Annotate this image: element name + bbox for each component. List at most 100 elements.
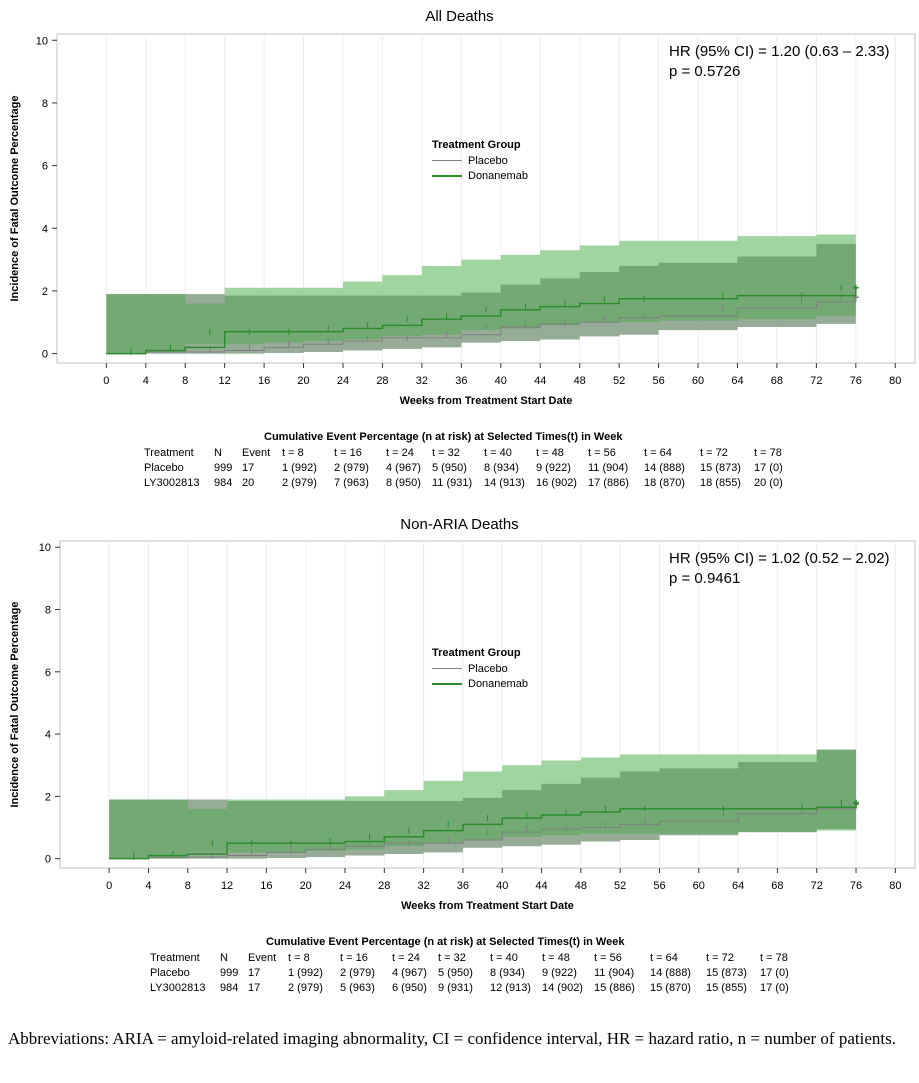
- hr-annotation: HR (95% CI) = 1.02 (0.52 – 2.02) p = 0.9…: [669, 549, 890, 589]
- x-tick-label: 28: [376, 375, 388, 387]
- legend-item-donanemab: Donanemab: [432, 676, 528, 691]
- y-tick-label: 6: [45, 667, 51, 679]
- risk-table-cell: t = 56: [588, 447, 616, 459]
- risk-table-cell: 11 (931): [432, 477, 473, 489]
- risk-table-cell: t = 64: [644, 447, 672, 459]
- risk-table-cell: Treatment: [150, 952, 200, 964]
- x-tick-label: 28: [378, 880, 390, 892]
- x-tick-label: 8: [185, 880, 191, 892]
- risk-table-cell: 17 (0): [754, 462, 783, 474]
- x-tick-label: 72: [810, 375, 822, 387]
- x-tick-label: 40: [496, 880, 508, 892]
- x-tick-label: 32: [416, 375, 428, 387]
- risk-table-row: LY3002813 984 17 2 (979) 5 (963) 6 (950) 9 (93…: [150, 981, 800, 996]
- risk-table-cell: 12 (913): [490, 982, 531, 994]
- risk-table-cell: t = 40: [484, 447, 512, 459]
- risk-table-cell: 17: [242, 462, 255, 474]
- risk-table-header-row: Treatment N Event t = 8 t = 16 t = 24 t = 32 t …: [144, 446, 794, 461]
- donanemab-km-line: [109, 802, 857, 860]
- x-tick-label: 80: [889, 880, 901, 892]
- y-tick-label: 4: [42, 223, 48, 235]
- legend-item-donanemab: Donanemab: [432, 168, 528, 183]
- x-tick-label: 44: [535, 880, 547, 892]
- y-axis-label: Incidence of Fatal Outcome Percentage: [9, 601, 21, 807]
- plot-frame: [59, 540, 916, 869]
- risk-table-cell: t = 16: [340, 952, 368, 964]
- x-tick-label: 0: [106, 880, 112, 892]
- risk-table-cell: 18 (855): [700, 477, 741, 489]
- risk-table-cell: 11 (904): [588, 462, 629, 474]
- x-tick-label: 60: [692, 375, 704, 387]
- risk-table-cell: t = 48: [542, 952, 570, 964]
- risk-table-cell: N: [220, 952, 228, 964]
- risk-table-caption: Cumulative Event Percentage (n at risk) …: [266, 936, 625, 948]
- risk-table-cell: t = 72: [706, 952, 734, 964]
- legend-label: Placebo: [468, 154, 508, 167]
- ci-overlap-band: [106, 239, 856, 354]
- risk-table-cell: 4 (967): [386, 462, 421, 474]
- risk-table-cell: 15 (870): [650, 982, 691, 994]
- risk-table-cell: 18 (870): [644, 477, 685, 489]
- p-value-text: p = 0.9461: [669, 570, 741, 587]
- y-tick-label: 10: [36, 35, 48, 47]
- risk-table-cell: Event: [242, 447, 271, 459]
- risk-table-cell: 8 (934): [484, 462, 519, 474]
- risk-table-cell: 17: [248, 967, 261, 979]
- y-tick-label: 8: [42, 98, 48, 110]
- y-tick-label: 10: [39, 542, 51, 554]
- x-tick-label: 40: [495, 375, 507, 387]
- risk-table-cell: t = 72: [700, 447, 728, 459]
- risk-table-cell: t = 40: [490, 952, 518, 964]
- x-axis-label: Weeks from Treatment Start Date: [401, 900, 574, 912]
- legend-title: Treatment Group: [432, 139, 521, 151]
- risk-table-grid: Treatment N Event t = 8 t = 16 t = 24 t = 32 t …: [150, 951, 800, 996]
- placebo-km-line: [106, 297, 857, 355]
- risk-table-cell: 2 (979): [282, 477, 317, 489]
- risk-table-cell: 2 (979): [334, 462, 369, 474]
- risk-table-cell: 15 (855): [706, 982, 747, 994]
- risk-table-cell: 1 (992): [282, 462, 317, 474]
- x-tick-label: 8: [182, 375, 188, 387]
- x-tick-label: 12: [219, 375, 231, 387]
- risk-table-cell: t = 32: [438, 952, 466, 964]
- y-tick-label: 4: [45, 729, 51, 741]
- risk-table-cell: t = 48: [536, 447, 564, 459]
- x-tick-label: 24: [337, 375, 349, 387]
- risk-table-cell: t = 78: [760, 952, 788, 964]
- risk-table-cell: 14 (902): [542, 982, 583, 994]
- risk-table-row: LY3002813 984 20 2 (979) 7 (963) 8 (950) 11 (9…: [144, 476, 794, 491]
- end-marker: [853, 799, 860, 806]
- x-tick-label: 48: [574, 375, 586, 387]
- risk-table-cell: 9 (922): [536, 462, 571, 474]
- risk-table-cell: Treatment: [144, 447, 194, 459]
- hr-text: HR (95% CI) = 1.02 (0.52 – 2.02): [669, 550, 890, 567]
- x-tick-label: 56: [653, 880, 665, 892]
- placebo-km-line: [109, 804, 857, 860]
- chart-title: Non-ARIA Deaths: [400, 516, 519, 533]
- risk-table-cell: 9 (922): [542, 967, 577, 979]
- donanemab-ci-band: [109, 744, 857, 859]
- risk-table-cell: 11 (904): [594, 967, 635, 979]
- x-tick-label: 12: [221, 880, 233, 892]
- risk-table-cell: t = 8: [288, 952, 310, 964]
- x-tick-label: 4: [145, 880, 151, 892]
- x-tick-label: 52: [614, 880, 626, 892]
- x-tick-label: 52: [613, 375, 625, 387]
- x-tick-label: 0: [103, 375, 109, 387]
- chart-title: All Deaths: [425, 8, 494, 25]
- risk-table-cell: t = 8: [282, 447, 304, 459]
- legend-line-icon: [432, 160, 462, 161]
- y-tick-label: 8: [45, 605, 51, 617]
- risk-table-cell: 17 (0): [760, 967, 789, 979]
- x-tick-label: 76: [850, 880, 862, 892]
- risk-table-cell: 5 (950): [432, 462, 467, 474]
- risk-table-cell: 17 (0): [760, 982, 789, 994]
- risk-table-row: Placebo 999 17 1 (992) 2 (979) 4 (967) 5 (950)…: [144, 461, 794, 476]
- chart-panel-non-aria-deaths: Non-ARIA Deaths 0 4 8 12 16 20 24 28 32 36 40 44 48 5…: [0, 508, 919, 1008]
- y-tick-label: 2: [45, 791, 51, 803]
- risk-table-cell: 20: [242, 477, 255, 489]
- legend-line-icon: [432, 668, 462, 669]
- risk-table-cell: 5 (963): [340, 982, 375, 994]
- risk-table-cell: 20 (0): [754, 477, 783, 489]
- legend-label: Donanemab: [468, 169, 528, 182]
